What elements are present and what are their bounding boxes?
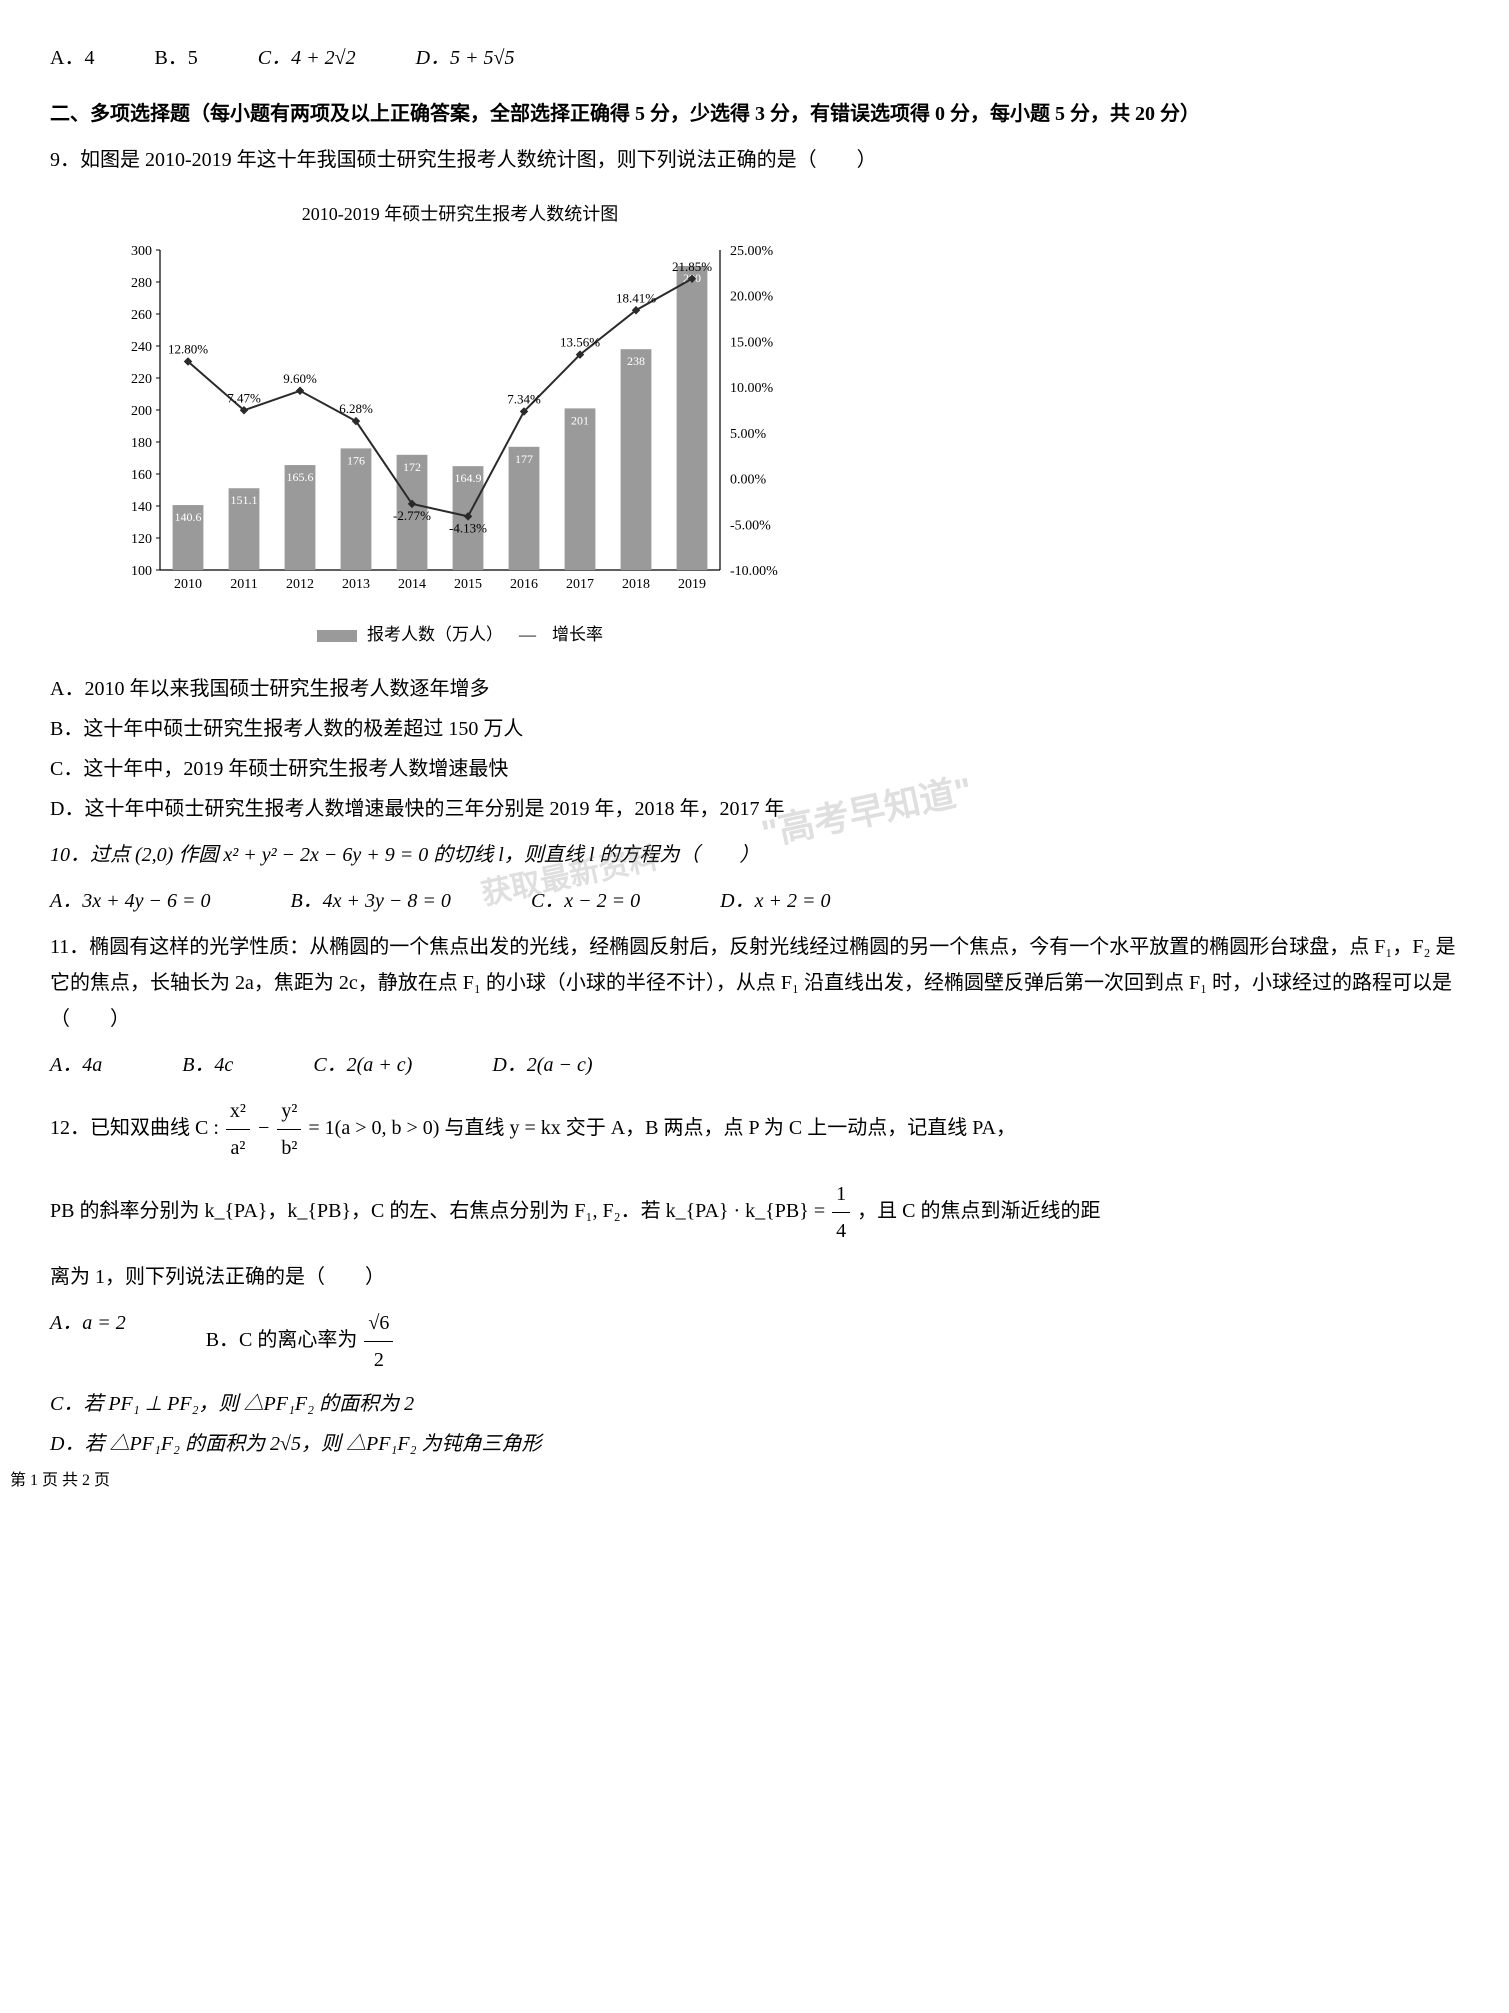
q12-l2suffix: ，且 C 的焦点到渐近线的距 (857, 1200, 1100, 1222)
q9-opt-d: D．这十年中硕士研究生报考人数增速最快的三年分别是 2019 年，2018 年，… (50, 791, 1459, 827)
svg-text:200: 200 (131, 404, 152, 419)
svg-text:180: 180 (131, 436, 152, 451)
q8-opt-c: C．4 + 2√2 (258, 40, 356, 76)
svg-text:2017: 2017 (566, 577, 594, 592)
svg-text:2016: 2016 (510, 577, 538, 592)
legend-bar-swatch (317, 630, 357, 642)
svg-text:240: 240 (131, 340, 152, 355)
svg-text:120: 120 (131, 532, 152, 547)
svg-text:140.6: 140.6 (175, 510, 202, 524)
svg-text:2011: 2011 (230, 577, 257, 592)
svg-text:13.56%: 13.56% (560, 335, 600, 350)
q9-opt-b: B．这十年中硕士研究生报考人数的极差超过 150 万人 (50, 711, 1459, 747)
q10-text: 10．过点 (2,0) 作圆 x² + y² − 2x − 6y + 9 = 0… (50, 837, 1459, 873)
q12-opts-ab: A．a = 2 B．C 的离心率为 √6 2 (50, 1305, 1459, 1378)
svg-text:165.6: 165.6 (287, 470, 314, 484)
q11-opt-a: A．4a (50, 1047, 102, 1083)
svg-text:2012: 2012 (286, 577, 314, 592)
q9-answers: A．2010 年以来我国硕士研究生报考人数逐年增多 B．这十年中硕士研究生报考人… (50, 671, 1459, 827)
q12-l2prefix: PB 的斜率分别为 k_{PA}，k_{PB}，C 的左、右焦点分别为 F₁, … (50, 1200, 830, 1222)
q12-frac4: √6 2 (364, 1305, 393, 1378)
svg-text:20.00%: 20.00% (730, 290, 774, 305)
chart-legend: 报考人数（万人） — 增长率 (110, 620, 810, 651)
svg-text:177: 177 (515, 452, 533, 466)
svg-text:2013: 2013 (342, 577, 370, 592)
q8-opt-d: D．5 + 5√5 (416, 40, 515, 76)
svg-text:151.1: 151.1 (231, 494, 258, 508)
svg-text:7.34%: 7.34% (507, 392, 541, 407)
q12-line3: 离为 1，则下列说法正确的是（ ） (50, 1259, 1459, 1295)
svg-text:300: 300 (131, 244, 152, 259)
q12-line1: 12．已知双曲线 C : x² a² − y² b² = 1(a > 0, b … (50, 1093, 1459, 1166)
svg-text:140: 140 (131, 500, 152, 515)
q12-minus: − (257, 1117, 276, 1139)
svg-text:2018: 2018 (622, 577, 650, 592)
q12-opt-c: C．若 PF₁ ⊥ PF₂，则 △PF₁F₂ 的面积为 2 (50, 1386, 1459, 1422)
page-footer: 第 1 页 共 2 页 (10, 1467, 110, 1496)
svg-text:164.9: 164.9 (455, 472, 482, 486)
svg-text:25.00%: 25.00% (730, 244, 774, 259)
legend-line-label: 增长率 (552, 620, 603, 651)
svg-text:21.85%: 21.85% (672, 259, 712, 274)
svg-text:5.00%: 5.00% (730, 427, 767, 442)
svg-text:2019: 2019 (678, 577, 706, 592)
q11-opt-c: C．2(a + c) (313, 1047, 412, 1083)
svg-text:172: 172 (403, 460, 421, 474)
svg-text:7.47%: 7.47% (227, 391, 261, 406)
svg-text:9.60%: 9.60% (283, 371, 317, 386)
svg-text:-4.13%: -4.13% (449, 521, 487, 536)
q12-mid1: = 1(a > 0, b > 0) 与直线 y = kx 交于 A，B 两点，点… (308, 1117, 1016, 1139)
legend-bar-label: 报考人数（万人） (367, 620, 503, 651)
q12-prefix: 12．已知双曲线 C : (50, 1117, 219, 1139)
q10-opt-d: D．x + 2 = 0 (720, 883, 830, 919)
svg-text:18.41%: 18.41% (616, 291, 656, 306)
q10-opt-c: C．x − 2 = 0 (531, 883, 640, 919)
q12-frac1: x² a² (226, 1093, 250, 1166)
q8-options: A．4 B．5 C．4 + 2√2 D．5 + 5√5 (50, 40, 1459, 76)
svg-text:2014: 2014 (398, 577, 426, 592)
q11-opt-d: D．2(a − c) (492, 1047, 592, 1083)
svg-text:260: 260 (131, 308, 152, 323)
q10-opt-a: A．3x + 4y − 6 = 0 (50, 883, 210, 919)
section2-title: 二、多项选择题（每小题有两项及以上正确答案，全部选择正确得 5 分，少选得 3 … (50, 96, 1459, 132)
q12-frac2: y² b² (277, 1093, 301, 1166)
svg-text:220: 220 (131, 372, 152, 387)
svg-text:160: 160 (131, 468, 152, 483)
chart-title: 2010-2019 年硕士研究生报考人数统计图 (110, 198, 810, 230)
svg-text:-10.00%: -10.00% (730, 564, 778, 579)
q12-opts-cd: C．若 PF₁ ⊥ PF₂，则 △PF₁F₂ 的面积为 2 D．若 △PF₁F₂… (50, 1386, 1459, 1462)
svg-text:2015: 2015 (454, 577, 482, 592)
svg-text:100: 100 (131, 564, 152, 579)
svg-text:15.00%: 15.00% (730, 336, 774, 351)
chart-svg: 100 120 140 160 180 200 220 240 260 280 300 -10.00%… (110, 240, 810, 610)
svg-text:12.80%: 12.80% (168, 342, 208, 357)
q10-opt-b: B．4x + 3y − 8 = 0 (290, 883, 450, 919)
q9-opt-c: C．这十年中，2019 年硕士研究生报考人数增速最快 (50, 751, 1459, 787)
q12-opt-a: A．a = 2 (50, 1305, 126, 1378)
q8-opt-a: A．4 (50, 40, 94, 76)
svg-text:0.00%: 0.00% (730, 473, 767, 488)
q12-line2: PB 的斜率分别为 k_{PA}，k_{PB}，C 的左、右焦点分别为 F₁, … (50, 1176, 1459, 1249)
chart-container: 2010-2019 年硕士研究生报考人数统计图 100 120 140 160 180 2… (110, 198, 810, 651)
svg-text:238: 238 (627, 355, 645, 369)
svg-text:176: 176 (347, 454, 365, 468)
svg-text:-5.00%: -5.00% (730, 519, 771, 534)
svg-text:10.00%: 10.00% (730, 382, 774, 397)
svg-text:2010: 2010 (174, 577, 202, 592)
q12-opt-b: B．C 的离心率为 √6 2 (206, 1305, 396, 1378)
q8-opt-b: B．5 (154, 40, 197, 76)
q11-opt-b: B．4c (182, 1047, 233, 1083)
q12-frac3: 1 4 (832, 1176, 850, 1249)
q12-opt-d: D．若 △PF₁F₂ 的面积为 2√5，则 △PF₁F₂ 为钝角三角形 (50, 1426, 1459, 1462)
legend-dash: — (519, 620, 536, 651)
svg-text:201: 201 (571, 414, 589, 428)
svg-text:6.28%: 6.28% (339, 402, 373, 417)
svg-text:-2.77%: -2.77% (393, 508, 431, 523)
q9-opt-a: A．2010 年以来我国硕士研究生报考人数逐年增多 (50, 671, 1459, 707)
svg-text:280: 280 (131, 276, 152, 291)
q11-text: 11．椭圆有这样的光学性质：从椭圆的一个焦点出发的光线，经椭圆反射后，反射光线经… (50, 929, 1459, 1037)
q11-options: A．4a B．4c C．2(a + c) D．2(a − c) (50, 1047, 1459, 1083)
q9-text: 9．如图是 2010-2019 年这十年我国硕士研究生报考人数统计图，则下列说法… (50, 142, 1459, 178)
q10-options: A．3x + 4y − 6 = 0 B．4x + 3y − 8 = 0 C．x … (50, 883, 1459, 919)
